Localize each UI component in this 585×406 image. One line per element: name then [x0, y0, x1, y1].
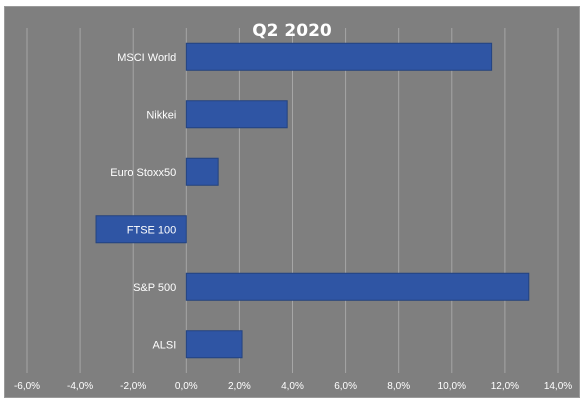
- x-tick-label: 12,0%: [491, 381, 519, 392]
- x-tick-label: 10,0%: [438, 381, 466, 392]
- bar-euro-stoxx50: [185, 157, 219, 186]
- x-tick-label: -2,0%: [120, 381, 146, 392]
- x-tick-label: 2,0%: [228, 381, 251, 392]
- x-axis-tick-labels: -6,0% -4,0% -2,0% 0,0% 2,0% 4,0% 6,0% 8,0% 10,0%…: [14, 381, 572, 392]
- chart-title: Q2 2020: [252, 21, 332, 41]
- gridlines: [26, 28, 559, 373]
- bar-msci-world: [185, 42, 493, 71]
- category-label: ALSI: [152, 339, 176, 351]
- x-tick-label: -6,0%: [14, 381, 40, 392]
- x-tick-label: -4,0%: [67, 381, 93, 392]
- category-label: Nikkei: [146, 109, 176, 121]
- category-label: S&P 500: [133, 282, 176, 294]
- category-label: MSCI World: [117, 52, 176, 64]
- x-tick-label: 4,0%: [281, 381, 304, 392]
- category-label: FTSE 100: [127, 224, 177, 236]
- bar-ftse-100: [95, 215, 187, 244]
- bars: [95, 42, 530, 359]
- x-tick-label: 14,0%: [544, 381, 572, 392]
- x-tick-label: 0,0%: [175, 381, 198, 392]
- bar-alsi: [185, 330, 243, 359]
- category-label: Euro Stoxx50: [110, 167, 176, 179]
- bar-s-p-500: [185, 272, 530, 301]
- category-labels: MSCI World Nikkei Euro Stoxx50 FTSE 100 S&P …: [110, 52, 176, 352]
- x-tick-label: 6,0%: [334, 381, 357, 392]
- bar-nikkei: [185, 100, 288, 129]
- x-tick-label: 8,0%: [387, 381, 410, 392]
